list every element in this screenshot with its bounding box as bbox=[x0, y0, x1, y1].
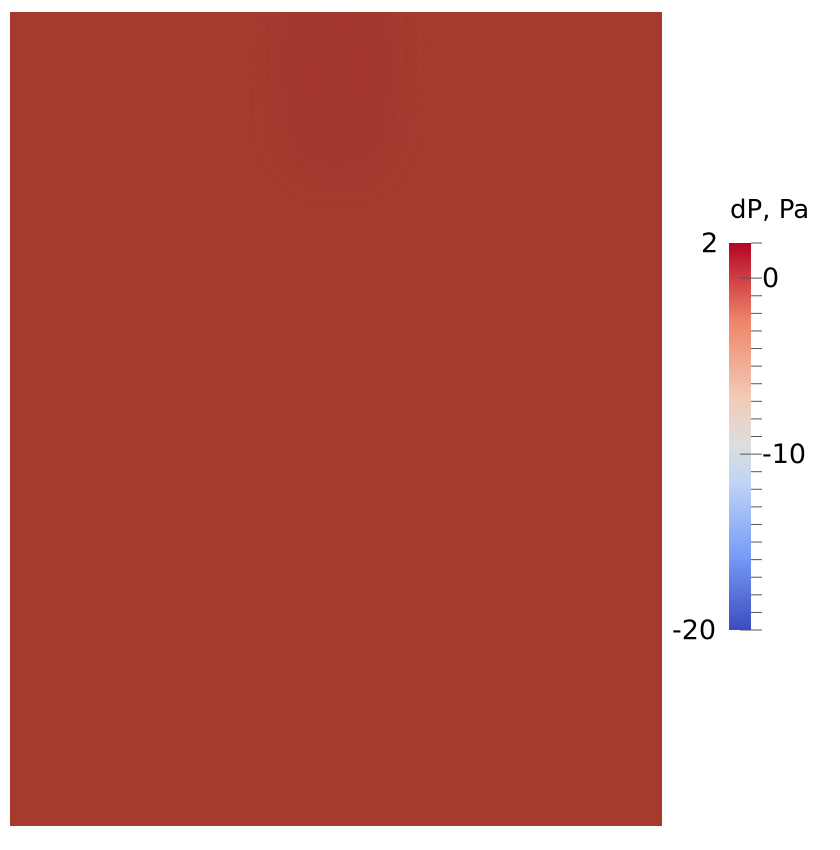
scalar-bar-title: dP, Pa bbox=[730, 195, 810, 225]
colorbar-label-min: -20 bbox=[672, 615, 717, 646]
colorbar-label-minus-ten: -10 bbox=[762, 439, 807, 470]
colorbar-gradient bbox=[729, 243, 751, 630]
pressure-plume-core bbox=[290, 12, 384, 154]
pressure-field-plot bbox=[10, 12, 662, 826]
colorbar-label-max: 2 bbox=[701, 228, 719, 259]
colorbar-label-zero: 0 bbox=[762, 263, 780, 294]
colorbar bbox=[729, 243, 751, 630]
colorbar-ticks bbox=[740, 242, 762, 631]
